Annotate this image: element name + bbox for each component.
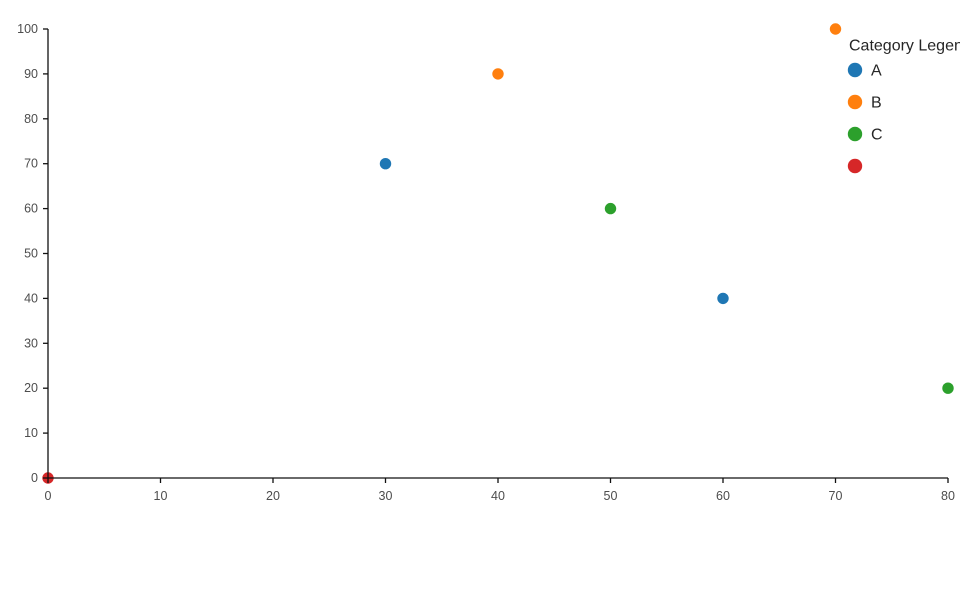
svg-text:70: 70	[829, 489, 843, 503]
svg-text:0: 0	[45, 489, 52, 503]
svg-text:60: 60	[716, 489, 730, 503]
svg-text:0: 0	[31, 471, 38, 485]
svg-text:20: 20	[24, 381, 38, 395]
svg-text:40: 40	[24, 291, 38, 305]
svg-text:90: 90	[24, 67, 38, 81]
svg-text:20: 20	[266, 489, 280, 503]
svg-text:C: C	[871, 127, 883, 144]
svg-text:60: 60	[24, 202, 38, 216]
svg-text:40: 40	[491, 489, 505, 503]
svg-text:30: 30	[379, 489, 393, 503]
svg-text:Category Legend: Category Legend	[849, 38, 960, 55]
svg-text:50: 50	[24, 247, 38, 261]
svg-text:30: 30	[24, 336, 38, 350]
svg-text:50: 50	[604, 489, 618, 503]
svg-text:B: B	[871, 95, 882, 112]
svg-text:10: 10	[154, 489, 168, 503]
svg-text:100: 100	[17, 22, 38, 36]
svg-text:80: 80	[24, 112, 38, 126]
svg-text:80: 80	[941, 489, 955, 503]
svg-text:A: A	[871, 63, 882, 80]
svg-text:10: 10	[24, 426, 38, 440]
svg-text:70: 70	[24, 157, 38, 171]
